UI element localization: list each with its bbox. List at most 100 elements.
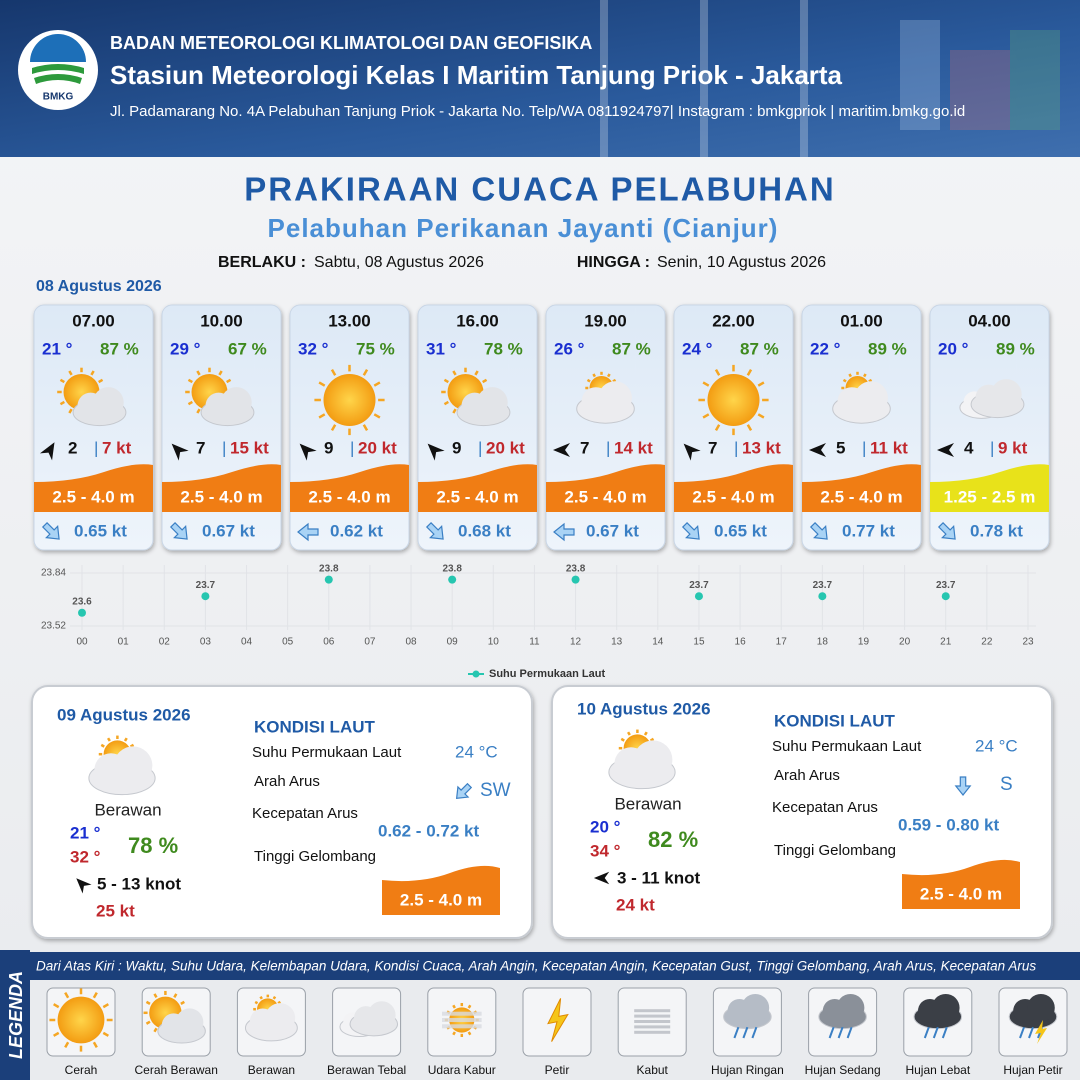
current-speed: 0.68 kt bbox=[458, 521, 511, 540]
sun-ray bbox=[218, 370, 223, 376]
humidity: 89 % bbox=[868, 339, 907, 358]
sun-ray bbox=[145, 1020, 151, 1025]
separator: | bbox=[350, 438, 354, 457]
validity-to-label: HINGGA : bbox=[577, 254, 650, 271]
time: 07.00 bbox=[72, 311, 115, 330]
rain bbox=[1028, 1026, 1034, 1039]
weather-icon bbox=[608, 729, 676, 790]
sun-ray bbox=[373, 413, 381, 419]
validity-to: Senin, 10 Agustus 2026 bbox=[657, 254, 826, 271]
weather-icon bbox=[959, 379, 1025, 419]
current-direction: S bbox=[1000, 774, 1013, 795]
cloud bbox=[1027, 993, 1055, 1022]
gust: 9 kt bbox=[998, 438, 1028, 457]
sst-label: Suhu Permukaan Laut bbox=[772, 738, 922, 755]
legend-label: Suhu Permukaan Laut bbox=[489, 668, 605, 680]
direction-arrow bbox=[809, 443, 826, 457]
wave-height: 2.5 - 4.0 m bbox=[308, 487, 390, 506]
cloud bbox=[598, 381, 632, 415]
weather-icon bbox=[634, 1009, 671, 1034]
cloud bbox=[175, 1008, 204, 1037]
sun-ray bbox=[318, 413, 326, 419]
x-tick-label: 13 bbox=[611, 637, 623, 648]
data-label: 23.6 bbox=[72, 596, 92, 607]
legend-marker bbox=[472, 670, 480, 678]
legend-item: Petir bbox=[545, 1063, 570, 1077]
wave-band bbox=[902, 859, 1020, 909]
direction-arrow bbox=[76, 878, 92, 894]
sun-ray bbox=[180, 1000, 185, 1005]
cloud bbox=[931, 993, 960, 1022]
sun-ray bbox=[272, 995, 277, 1000]
air-temperature: 29 ° bbox=[170, 339, 201, 358]
x-tick-label: 01 bbox=[118, 637, 130, 648]
day-panel bbox=[31, 685, 533, 939]
wave-band bbox=[34, 464, 153, 512]
sun-ray bbox=[586, 378, 591, 383]
air-temperature: 21 ° bbox=[42, 339, 73, 358]
direction-arrow bbox=[39, 442, 55, 461]
subtitle: Pelabuhan Perikanan Jayanti (Cianjur) bbox=[268, 213, 779, 243]
sun-ray bbox=[620, 737, 625, 742]
sun-ray bbox=[153, 1027, 158, 1033]
sun-ray bbox=[330, 424, 337, 432]
time: 22.00 bbox=[712, 311, 755, 330]
current-speed: 0.65 kt bbox=[714, 521, 767, 540]
gust: 15 kt bbox=[230, 438, 269, 457]
sun-ray bbox=[607, 373, 611, 378]
current-arrow bbox=[425, 521, 444, 540]
sun-ray bbox=[863, 373, 867, 378]
legend-item: Berawan Tebal bbox=[327, 1063, 406, 1077]
wave-band bbox=[930, 464, 1049, 512]
current-arrow bbox=[937, 521, 956, 540]
weather-icon bbox=[244, 994, 298, 1042]
x-tick-label: 22 bbox=[981, 637, 993, 648]
sun-ray bbox=[187, 378, 193, 384]
address: Jl. Padamarang No. 4A Pelabuhan Tanjung … bbox=[110, 103, 965, 120]
humidity: 78 % bbox=[484, 339, 523, 358]
wave-height: 2.5 - 4.0 m bbox=[692, 487, 774, 506]
cloud bbox=[264, 1003, 296, 1034]
day-date: 10 Agustus 2026 bbox=[577, 699, 711, 718]
direction-arrow bbox=[299, 443, 317, 461]
sun-ray bbox=[452, 408, 457, 414]
fog bbox=[634, 1025, 671, 1029]
sun-ray bbox=[868, 378, 873, 383]
sun-ray bbox=[612, 378, 617, 383]
x-tick-label: 12 bbox=[570, 637, 582, 648]
time: 10.00 bbox=[200, 311, 243, 330]
weather-icon bbox=[698, 364, 769, 436]
temp-max: 34 ° bbox=[590, 841, 621, 860]
cloud bbox=[476, 387, 508, 418]
weather-icon bbox=[818, 993, 867, 1039]
sun-ray bbox=[92, 992, 98, 999]
sun-ray bbox=[153, 993, 158, 998]
weather-icon bbox=[547, 998, 569, 1042]
temp-max: 32 ° bbox=[70, 847, 101, 866]
legend-bar bbox=[30, 952, 1080, 980]
sun-ray bbox=[746, 424, 753, 432]
weather-icon bbox=[442, 1002, 482, 1038]
x-tick-label: 09 bbox=[447, 637, 459, 648]
sun-ray bbox=[482, 378, 488, 384]
cloud bbox=[633, 740, 673, 780]
sun-ray bbox=[187, 400, 193, 406]
rain bbox=[751, 1026, 758, 1039]
sun-ray bbox=[452, 1004, 456, 1009]
time: 01.00 bbox=[840, 311, 883, 330]
fog bbox=[634, 1009, 671, 1013]
sun-ray bbox=[714, 424, 721, 432]
humidity: 75 % bbox=[356, 339, 395, 358]
wave-band bbox=[674, 464, 793, 512]
point bbox=[324, 575, 333, 584]
sun-ray bbox=[102, 1031, 109, 1037]
organization: BADAN METEOROLOGI KLIMATOLOGI DAN GEOFIS… bbox=[110, 33, 592, 53]
time: 19.00 bbox=[584, 311, 627, 330]
x-tick-label: 19 bbox=[858, 637, 870, 648]
air-temperature: 26 ° bbox=[554, 339, 585, 358]
sun-ray bbox=[373, 381, 381, 387]
legend-item: Hujan Petir bbox=[1003, 1063, 1062, 1077]
x-tick-label: 20 bbox=[899, 637, 911, 648]
header-band bbox=[0, 0, 1080, 157]
legend-item: Cerah Berawan bbox=[135, 1063, 218, 1077]
